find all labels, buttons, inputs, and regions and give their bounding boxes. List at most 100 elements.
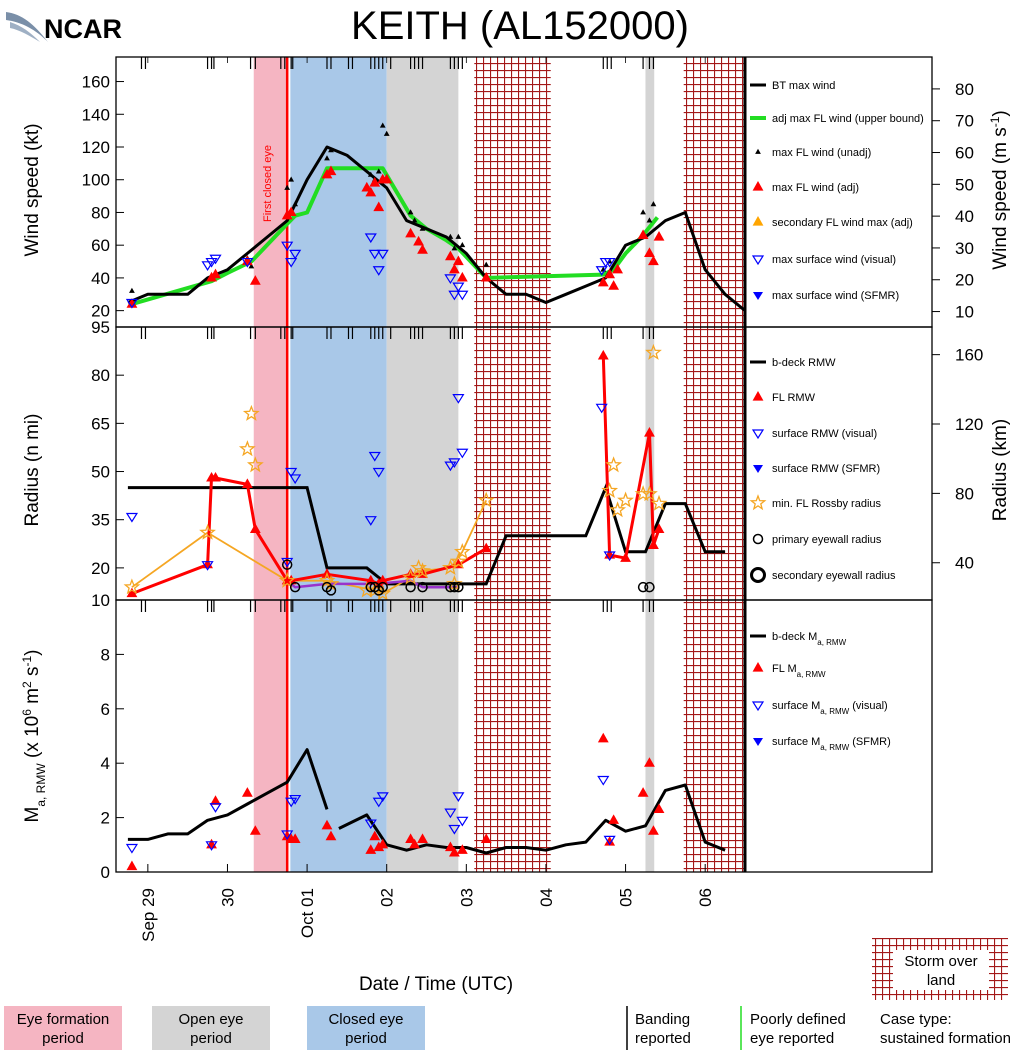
legend-label: secondary eyewall radius (772, 570, 896, 582)
rossby-radius-point (601, 481, 619, 499)
fl-ma-point (608, 814, 620, 824)
y-tick-label: 120 (82, 138, 110, 157)
fl-wind-adj-point (417, 244, 428, 254)
sfc-wind-visual-point (448, 290, 461, 301)
fl-ma-point (210, 795, 221, 805)
fl-wind-adj-point (405, 227, 416, 238)
fl-ma-point (417, 833, 428, 843)
legend-secondary-eyewall-marker (750, 567, 766, 583)
ncar-logo-text: NCAR (44, 14, 122, 44)
rossby-radius-point (278, 571, 296, 588)
legend-land-label-box (893, 950, 989, 990)
y-tick-label: 2 (101, 809, 110, 828)
sfc-rmw-visual-point (364, 516, 377, 526)
rossby-radius-point (477, 491, 495, 508)
legend-label: max surface wind (SFMR) (772, 290, 899, 302)
y-tick-label: 10 (91, 591, 110, 610)
y-axis-label-wind-right-close: ) (990, 110, 1011, 116)
y-tick-label: 80 (91, 203, 110, 222)
rossby-radius-point (414, 562, 431, 579)
fl-ma-point (480, 833, 492, 843)
y-axis-label-ma-part: (x 10 (22, 716, 43, 764)
sfc-wind-visual-point (368, 249, 381, 260)
x-tick-label: 03 (457, 888, 476, 907)
closed-eye-band (290, 57, 387, 872)
y-axis-label-ma-part: s (22, 667, 43, 682)
x-tick-label: 02 (378, 888, 397, 907)
legend-secondary-marker (752, 216, 764, 226)
sfc-ma-visual-point (281, 830, 294, 841)
y-right-tick-label: 80 (955, 80, 974, 99)
x-axis-label: Date / Time (UTC) (359, 974, 513, 995)
fl-wind-unadj-point (328, 147, 334, 153)
fl-ma-point (365, 844, 377, 854)
y-tick-label: 6 (101, 700, 110, 719)
fl-wind-adj-point (126, 298, 138, 308)
rossby-radius-point (246, 456, 264, 473)
fl-wind-unadj-point (375, 168, 382, 174)
fl-rmw-point (480, 542, 492, 553)
fl-ma-point (241, 787, 253, 797)
bdeck-ma-line (127, 748, 329, 841)
y-tick-label: 4 (101, 754, 110, 773)
y-tick-label: 0 (101, 863, 110, 882)
fl-wind-unadj-point (483, 261, 490, 267)
fl-wind-adj-point (373, 201, 385, 212)
legend-label: max FL wind (adj) (772, 182, 859, 194)
fl-wind-adj-point (480, 271, 492, 282)
legend-poorly-defined-line2: eye reported (750, 1030, 834, 1047)
sfc-wind-visual-point (444, 274, 457, 285)
fl-wind-unadj-point (379, 122, 386, 128)
y-axis-label-ma-part: M (22, 807, 43, 823)
y-axis-label-ma-part: m (22, 688, 43, 709)
bdeck-ma-line (338, 783, 726, 855)
legend-open-eye-swatch (152, 1006, 270, 1050)
rossby-radius-point (242, 404, 260, 421)
sfc-rmw-visual-point (603, 551, 616, 562)
primary-eyewall-point (417, 581, 428, 593)
legend-label: max surface wind (visual) (772, 254, 896, 266)
sfc-ma-visual-point (376, 792, 389, 802)
fl-wind-unadj-point (383, 130, 390, 136)
fl-wind-adj-point (445, 250, 456, 261)
fl-wind-adj-point (644, 247, 655, 257)
legend-label-main: surface M (772, 736, 820, 748)
y-tick-label: 20 (91, 559, 110, 578)
sfc-wind-visual-point (364, 233, 377, 244)
fl-wind-adj-point (249, 275, 261, 285)
primary-eyewall-point (405, 581, 416, 593)
sfc-rmw-visual-point (448, 458, 461, 469)
fl-wind-adj-point (608, 280, 620, 290)
legend-label-sub: a, RMW (817, 638, 846, 647)
fl-ma-point (648, 825, 659, 835)
legend-label: surface Ma, RMW (SFMR) (772, 736, 891, 752)
panel-frame (115, 599, 933, 873)
fl-wind-adj-point (637, 229, 649, 239)
legend-label: max FL wind (unadj) (772, 147, 871, 159)
open-eye-band (386, 57, 459, 872)
fl-ma-point (325, 830, 337, 841)
sfc-wind-visual-point (281, 241, 294, 252)
legend-label: min. FL Rossby radius (772, 498, 882, 510)
sfc-ma-visual-point (444, 808, 457, 819)
sfc-wind-visual-point (603, 257, 616, 268)
legend-fl-rmw-marker (752, 391, 764, 401)
fl-wind-adj-point (456, 271, 468, 282)
sfc-rmw-visual-point (125, 512, 139, 523)
rossby-radius-point (617, 491, 634, 508)
legend-fl-ma-marker (752, 662, 764, 672)
rossby-radius-point (650, 494, 668, 511)
fl-wind-adj-point (612, 263, 624, 274)
legend-label-sub: a, RMW (820, 707, 849, 716)
y-axis-label-wind-right: Wind speed (m s-1) (988, 110, 1011, 270)
fl-wind-adj-point (365, 186, 377, 197)
fl-ma-point (653, 803, 665, 814)
legend-adj-marker (752, 181, 764, 191)
sfc-wind-visual-point (201, 261, 214, 271)
ncar-logo-swoosh-icon (6, 12, 48, 42)
rossby-radius-point (645, 343, 662, 360)
panel-legends: BT max wind adj max FL wind (upper bound)… (749, 80, 924, 752)
legend-label-main: surface M (772, 700, 820, 712)
y-tick-label: 60 (91, 236, 110, 255)
x-tick-label: 04 (537, 888, 556, 907)
